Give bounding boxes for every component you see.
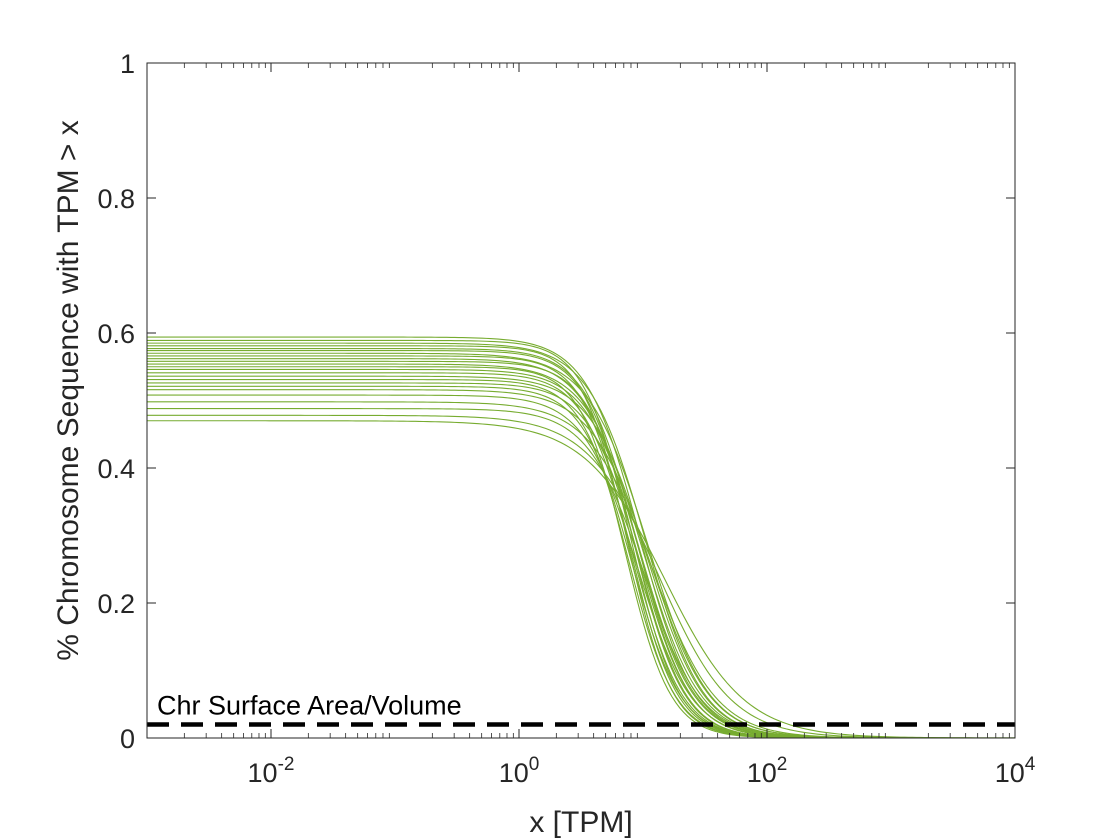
x-tick-label-0: 10-2 <box>248 754 295 788</box>
y-tick-label-1: 0.2 <box>97 589 135 619</box>
reference-line-label: Chr Surface Area/Volume <box>157 691 462 721</box>
plot-frame <box>146 62 1016 739</box>
series-line-23 <box>147 414 1015 739</box>
x-tick-label-2: 102 <box>747 754 788 788</box>
y-tick-label-3: 0.6 <box>97 319 135 349</box>
x-tick-label-3: 104 <box>995 754 1036 788</box>
y-tick-label-5: 1 <box>120 49 135 79</box>
x-tick-label-1: 100 <box>499 754 540 788</box>
y-axis-label: % Chromosome Sequence with TPM > x <box>52 120 85 661</box>
series-line-24 <box>147 420 1015 739</box>
y-tick-label-0: 0 <box>120 724 135 754</box>
ticks-layer: 0 0.2 0.4 0.6 0.8 1 10-2 100 102 104 <box>97 49 1035 788</box>
y-tick-label-4: 0.8 <box>97 184 135 214</box>
x-axis-label: x [TPM] <box>529 806 632 839</box>
y-tick-label-2: 0.4 <box>97 454 135 484</box>
